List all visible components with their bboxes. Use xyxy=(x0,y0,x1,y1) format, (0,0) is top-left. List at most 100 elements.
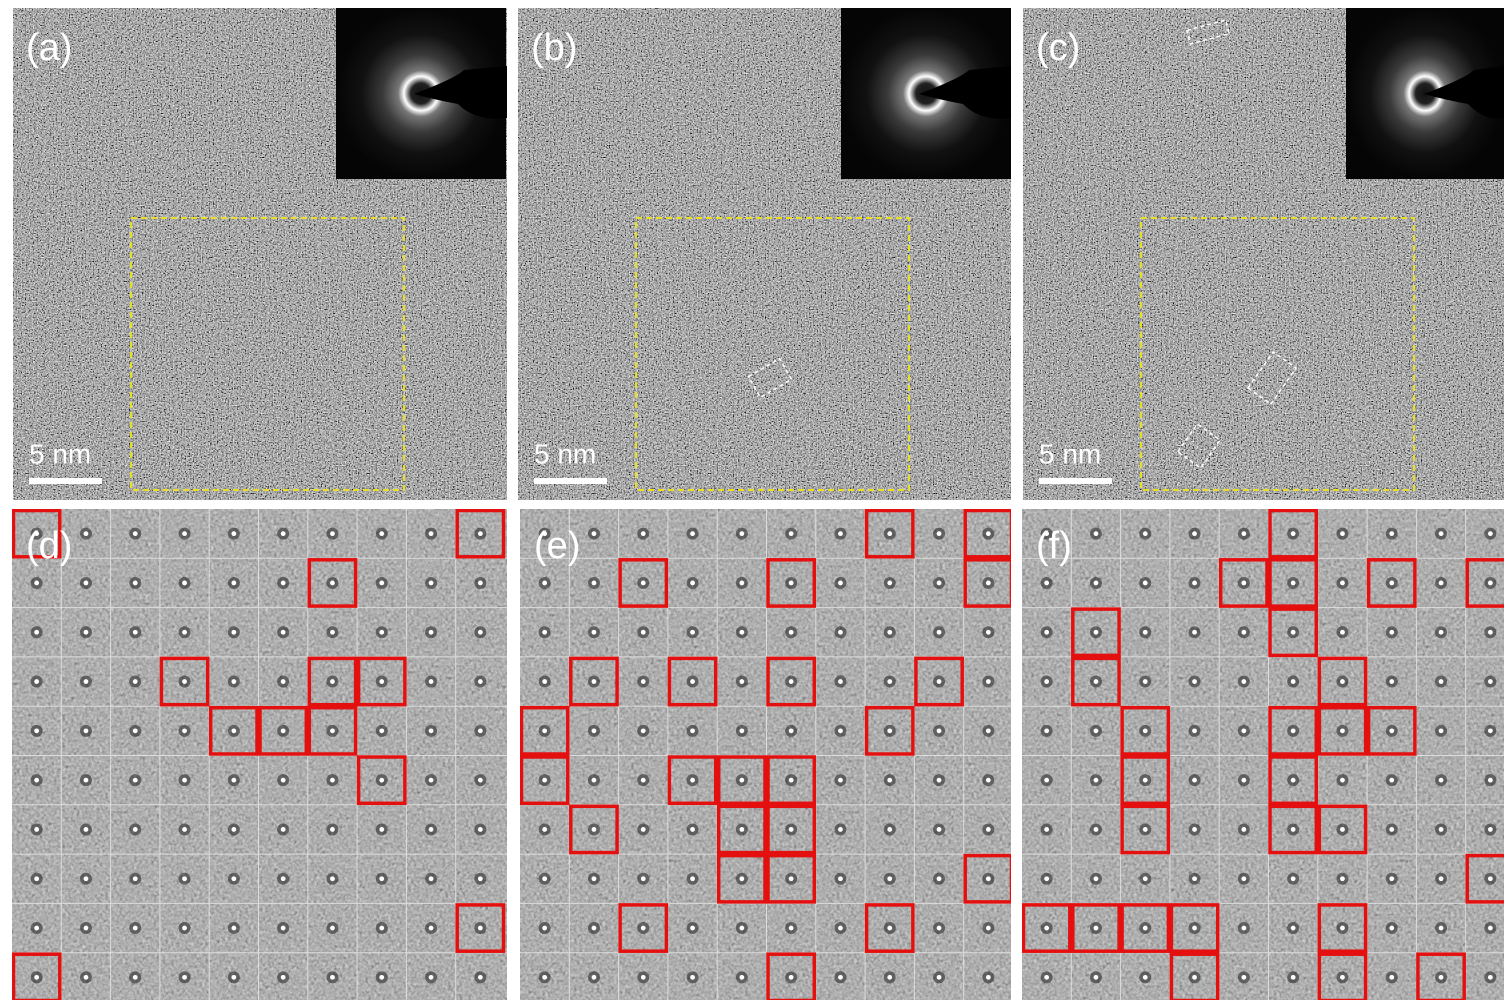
tile-dot xyxy=(937,679,942,684)
tile-dot xyxy=(887,926,892,931)
tile-dot xyxy=(1389,679,1394,684)
tile-dot xyxy=(1143,679,1148,684)
tile-dot xyxy=(1192,975,1197,980)
tem-panel: (c)5 nm xyxy=(1023,8,1504,500)
tile-dot xyxy=(937,876,942,881)
tile-dot xyxy=(1044,926,1049,931)
tile-dot xyxy=(739,679,744,684)
tile-dot xyxy=(1143,926,1148,931)
tile-dot xyxy=(1094,778,1099,783)
tile-dot xyxy=(1192,531,1197,536)
tile-dot xyxy=(478,926,483,931)
tile-dot xyxy=(182,728,187,733)
tile-dot xyxy=(1488,531,1493,536)
tile-dot xyxy=(690,581,695,586)
tile-dot xyxy=(1291,679,1296,684)
tile-dot xyxy=(379,827,384,832)
tile-dot xyxy=(429,679,434,684)
tile-dot xyxy=(1291,531,1296,536)
panel-label: (c) xyxy=(1036,27,1080,69)
tile-dot xyxy=(1094,827,1099,832)
tile-dot xyxy=(937,581,942,586)
tile-dot xyxy=(1241,926,1246,931)
tile-dot xyxy=(592,778,597,783)
scale-bar-label: 5 nm xyxy=(534,438,596,469)
tile-dot xyxy=(281,679,286,684)
tile-dot xyxy=(739,728,744,733)
tile-dot xyxy=(1291,728,1296,733)
tile-dot xyxy=(1488,581,1493,586)
tile-dot xyxy=(838,778,843,783)
tile-dot xyxy=(133,778,138,783)
ifft-panel: (f) xyxy=(1022,509,1504,1000)
tile-dot xyxy=(1291,630,1296,635)
tile-dot xyxy=(34,926,39,931)
tile-dot xyxy=(986,926,991,931)
tile-dot xyxy=(690,827,695,832)
tile-dot xyxy=(231,827,236,832)
tile-dot xyxy=(1192,728,1197,733)
tile-dot xyxy=(1389,926,1394,931)
tile-dot xyxy=(1044,679,1049,684)
tile-dot xyxy=(592,581,597,586)
tile-dot xyxy=(1044,778,1049,783)
tile-dot xyxy=(1044,728,1049,733)
tile-dot xyxy=(1439,581,1444,586)
tile-dot xyxy=(1488,778,1493,783)
tile-dot xyxy=(1192,581,1197,586)
tile-dot xyxy=(739,531,744,536)
tile-dot xyxy=(379,876,384,881)
tile-dot xyxy=(887,876,892,881)
tile-dot xyxy=(739,630,744,635)
tile-dot xyxy=(1044,975,1049,980)
tile-dot xyxy=(1241,531,1246,536)
tile-dot xyxy=(739,581,744,586)
tile-dot xyxy=(478,531,483,536)
tile-dot xyxy=(1389,876,1394,881)
tile-dot xyxy=(1192,679,1197,684)
tile-dot xyxy=(281,531,286,536)
tile-dot xyxy=(182,827,187,832)
tile-dot xyxy=(641,827,646,832)
tile-dot xyxy=(986,728,991,733)
tile-dot xyxy=(429,630,434,635)
tile-dot xyxy=(34,630,39,635)
tile-dot xyxy=(937,827,942,832)
tile-dot xyxy=(739,876,744,881)
tile-dot xyxy=(789,581,794,586)
tile-dot xyxy=(478,975,483,980)
tile-dot xyxy=(887,581,892,586)
tile-dot xyxy=(1192,778,1197,783)
tile-dot xyxy=(330,827,335,832)
tile-dot xyxy=(789,975,794,980)
tile-dot xyxy=(1241,778,1246,783)
tile-dot xyxy=(1389,531,1394,536)
tile-dot xyxy=(986,531,991,536)
tile-dot xyxy=(1389,827,1394,832)
tile-dot xyxy=(937,926,942,931)
tile-dot xyxy=(1143,778,1148,783)
tile-dot xyxy=(1192,926,1197,931)
tile-dot xyxy=(133,630,138,635)
tile-dot xyxy=(84,827,89,832)
tile-dot xyxy=(1291,581,1296,586)
tile-dot xyxy=(789,876,794,881)
tile-dot xyxy=(1094,876,1099,881)
tile-dot xyxy=(133,679,138,684)
tile-dot xyxy=(937,975,942,980)
tem-panel: (a)5 nm xyxy=(13,8,507,500)
scale-bar-label: 5 nm xyxy=(29,438,91,469)
tile-dot xyxy=(34,876,39,881)
tile-dot xyxy=(429,926,434,931)
panel-label: (b) xyxy=(531,27,577,69)
tile-dot xyxy=(690,778,695,783)
tile-dot xyxy=(1340,679,1345,684)
tile-dot xyxy=(330,728,335,733)
tile-dot xyxy=(937,531,942,536)
tile-dot xyxy=(1340,581,1345,586)
tile-dot xyxy=(690,728,695,733)
tile-dot xyxy=(231,778,236,783)
tile-dot xyxy=(1143,975,1148,980)
tile-dot xyxy=(1340,630,1345,635)
tile-dot xyxy=(739,778,744,783)
